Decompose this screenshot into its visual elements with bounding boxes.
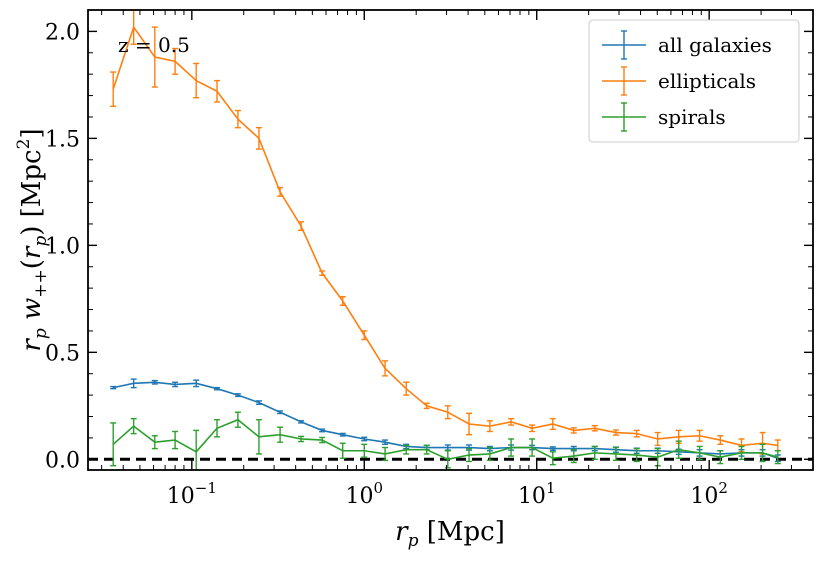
errorbar-spirals xyxy=(110,422,117,467)
errorbar-ellipticals xyxy=(110,71,117,107)
errorbar-all-galaxies xyxy=(361,436,368,442)
errorbar-ellipticals xyxy=(361,330,368,341)
errorbar-spirals xyxy=(738,445,745,461)
errorbar-spirals xyxy=(549,451,556,466)
errorbar-spirals xyxy=(130,417,137,435)
errorbar-spirals xyxy=(675,440,682,459)
errorbar-ellipticals xyxy=(277,186,284,197)
errorbar-spirals xyxy=(759,443,766,463)
errorbar-ellipticals xyxy=(255,126,262,150)
errorbar-ellipticals xyxy=(298,221,305,232)
errorbar-ellipticals xyxy=(570,427,577,434)
errorbar-spirals xyxy=(382,446,389,462)
errorbar-spirals xyxy=(570,448,577,464)
errorbar-ellipticals xyxy=(193,62,200,99)
errorbar-all-galaxies xyxy=(110,385,117,390)
errorbar-ellipticals xyxy=(549,417,556,431)
errorbar-all-galaxies xyxy=(193,379,200,388)
errorbar-ellipticals xyxy=(612,429,619,436)
errorbar-all-galaxies xyxy=(339,432,346,437)
errorbar-ellipticals xyxy=(591,425,598,432)
y-tick-label: 2.0 xyxy=(45,20,80,45)
legend-entry-ellipticals: ellipticals xyxy=(602,66,756,96)
x-axis-title: rp [Mpc] xyxy=(395,517,505,551)
errorbar-all-galaxies xyxy=(255,400,262,406)
errorbar-spirals xyxy=(486,446,493,462)
errorbar-ellipticals xyxy=(466,412,473,436)
errorbar-spirals xyxy=(466,447,473,463)
errorbar-ellipticals xyxy=(151,26,158,88)
legend-box xyxy=(588,19,800,143)
errorbar-all-galaxies xyxy=(214,386,221,391)
errorbar-all-galaxies xyxy=(382,439,389,446)
errorbar-ellipticals xyxy=(486,420,493,433)
axis-ticks: 0.00.51.01.52.010−1 100 101 102 xyxy=(45,10,813,509)
redshift-annotation: z = 0.5 xyxy=(118,33,190,57)
errorbar-spirals xyxy=(612,446,619,462)
errorbar-all-galaxies xyxy=(151,379,158,385)
y-axis-title: rp w++(rp) [Mpc2] xyxy=(14,128,51,351)
errorbar-spirals xyxy=(298,435,305,443)
errorbar-spirals xyxy=(444,450,451,469)
errorbar-ellipticals xyxy=(529,424,536,433)
errorbar-spirals xyxy=(774,450,781,465)
errorbar-spirals xyxy=(529,438,536,457)
errorbar-spirals xyxy=(172,430,179,450)
errorbar-ellipticals xyxy=(319,270,326,277)
errorbar-ellipticals xyxy=(130,10,137,45)
plot-frame xyxy=(87,9,814,471)
errorbar-spirals xyxy=(696,445,703,461)
y-tick-label: 1.5 xyxy=(45,127,80,152)
errorbar-spirals xyxy=(717,450,724,465)
errorbar-ellipticals xyxy=(696,429,703,442)
errorbar-spirals xyxy=(508,438,515,457)
errorbar-spirals xyxy=(277,426,284,443)
errorbar-spirals xyxy=(591,445,598,461)
errorbar-spirals xyxy=(339,442,346,459)
errorbar-spirals xyxy=(255,419,262,455)
y-tick-label: 1.0 xyxy=(45,234,80,259)
plot-area xyxy=(88,10,813,470)
errorbar-ellipticals xyxy=(234,109,241,129)
errorbar-all-galaxies xyxy=(319,428,326,433)
errorbar-ellipticals xyxy=(444,405,451,420)
errorbar-ellipticals xyxy=(423,402,430,410)
errorbar-spirals xyxy=(403,444,410,455)
errorbar-spirals xyxy=(234,411,241,428)
legend-label: all galaxies xyxy=(658,33,772,57)
legend-label: spirals xyxy=(658,105,726,129)
legend-entry-spirals: spirals xyxy=(602,102,726,132)
errorbar-spirals xyxy=(319,436,326,444)
y-tick-label: 0.5 xyxy=(45,341,80,366)
errorbar-ellipticals xyxy=(172,47,179,75)
errorbar-ellipticals xyxy=(339,295,346,306)
errorbar-ellipticals xyxy=(382,360,389,377)
y-tick-label: 0.0 xyxy=(45,448,80,473)
errorbar-ellipticals xyxy=(214,79,221,103)
errorbar-ellipticals xyxy=(508,417,515,426)
errorbar-spirals xyxy=(633,447,640,463)
errorbar-ellipticals xyxy=(654,431,661,447)
errorbar-ellipticals xyxy=(717,435,724,446)
legend-entry-all-galaxies: all galaxies xyxy=(602,30,772,60)
errorbar-all-galaxies xyxy=(277,410,284,415)
errorbar-spirals xyxy=(361,443,368,458)
errorbar-ellipticals xyxy=(403,381,410,396)
errorbar-spirals xyxy=(214,419,221,438)
errorbar-spirals xyxy=(423,444,430,455)
errorbar-all-galaxies xyxy=(298,420,305,424)
errorbar-all-galaxies xyxy=(549,446,556,452)
errorbar-all-galaxies xyxy=(130,378,137,389)
errorbar-spirals xyxy=(193,429,200,470)
errorbar-ellipticals xyxy=(633,429,640,438)
errorbar-all-galaxies xyxy=(172,381,179,388)
errorbar-all-galaxies xyxy=(234,393,241,398)
legend-label: ellipticals xyxy=(658,69,756,93)
errorbar-spirals xyxy=(151,435,158,450)
legend: all galaxies ellipticals spirals xyxy=(588,19,800,143)
